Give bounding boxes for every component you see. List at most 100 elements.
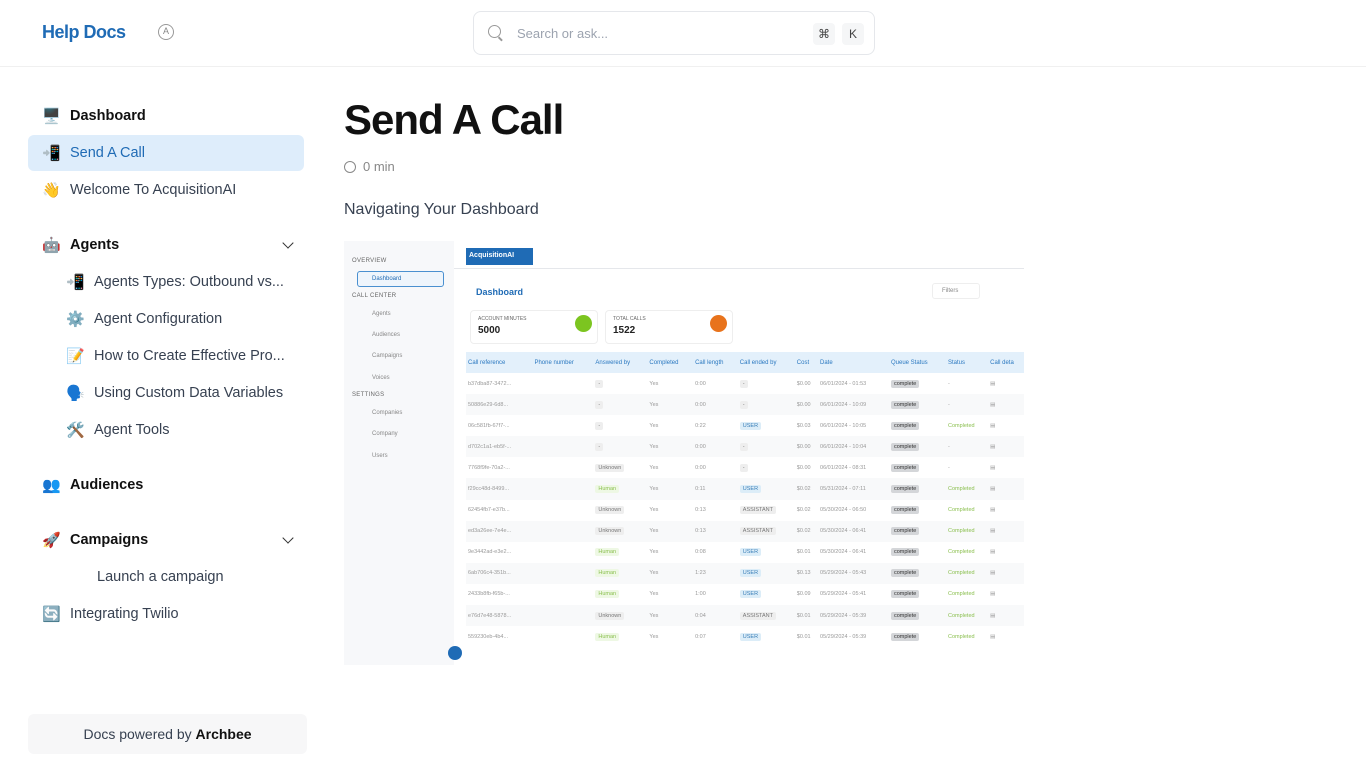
- chevron-down-icon[interactable]: [282, 532, 294, 544]
- cell-value: $0.01: [796, 549, 811, 556]
- table-row: 559230eb-4b4... Human Yes 0:07 USER $0.01 05/2…: [466, 626, 1024, 647]
- table-cell: [532, 584, 593, 605]
- logo[interactable]: Help Docs: [42, 22, 126, 42]
- sidebar-item[interactable]: 🛠️ Agent Tools: [28, 412, 304, 448]
- table-row: 62454fb7-e37b... Unknown Yes 0:13 ASSISTANT $…: [466, 500, 1024, 521]
- cell-value: Yes: [649, 443, 659, 450]
- sidebar-item-label: Dashboard: [70, 108, 146, 124]
- ai-assistant-icon[interactable]: A: [158, 24, 174, 40]
- chevron-down-icon[interactable]: [282, 237, 294, 249]
- sidebar-item-label: How to Create Effective Pro...: [94, 348, 285, 364]
- cell-value: ASSISTANT: [739, 506, 776, 515]
- cell-value: -: [739, 379, 748, 388]
- table-cell: [532, 626, 593, 647]
- powered-by-footer[interactable]: Docs powered by Archbee: [28, 714, 307, 754]
- table-cell: Unknown: [593, 457, 647, 478]
- cell-value: Yes: [649, 401, 659, 408]
- cell-value: 50886e29-6d8...: [468, 401, 509, 408]
- cell-value: Yes: [649, 591, 659, 598]
- cell-value: Yes: [649, 380, 659, 387]
- cell-value: 05/29/2024 - 05:39: [820, 612, 867, 619]
- emoji-icon: 📲: [42, 145, 61, 162]
- sidebar-item[interactable]: 📲 Send A Call: [28, 135, 304, 171]
- column-header: Answered by: [593, 352, 648, 373]
- sidebar-item-label: Using Custom Data Variables: [94, 385, 284, 401]
- search-placeholder: Search or ask...: [517, 26, 609, 41]
- sidebar-item[interactable]: 🗣️ Using Custom Data Variables: [28, 375, 304, 411]
- sidebar-item[interactable]: 👥 Audiences: [28, 467, 304, 503]
- sidebar-item[interactable]: 🖥️ Dashboard: [28, 98, 304, 134]
- table-cell: USER: [738, 542, 795, 563]
- ss-nav-dashboard: Dashboard: [357, 271, 444, 287]
- table-row: f29cc48d-8499... Human Yes 0:11 USER $0.02 05/…: [466, 478, 1024, 500]
- footer-brand: Archbee: [195, 726, 252, 742]
- ss-section-call-center: CALL CENTER: [352, 293, 397, 299]
- table-cell: USER: [738, 626, 795, 647]
- table-cell: [532, 478, 594, 500]
- divider-gap: [28, 449, 304, 467]
- cell-value: complete: [890, 421, 920, 430]
- call-details-icon: ▤: [988, 394, 1024, 416]
- sidebar-item[interactable]: ⚙️ Agent Configuration: [28, 301, 304, 337]
- top-bar: Help Docs A Search or ask... ⌘ K: [0, 0, 1366, 67]
- table-row: 7768f9fe-70a2-... Unknown Yes 0:00 - $0.00 06/…: [466, 457, 1024, 478]
- table-cell: $0.01: [795, 542, 818, 563]
- table-cell: $0.09: [795, 584, 818, 605]
- table-cell: Yes: [647, 373, 693, 394]
- table-cell: Human: [593, 626, 647, 647]
- cell-value: Yes: [649, 633, 659, 640]
- table-cell: [532, 436, 594, 458]
- cell-value: 0:13: [695, 507, 706, 514]
- table-cell: complete: [888, 436, 946, 458]
- sidebar-item[interactable]: 📲 Agents Types: Outbound vs...: [28, 264, 304, 300]
- table-cell: b37dba87-3472...: [466, 373, 532, 394]
- card-value: 5000: [478, 325, 501, 336]
- table-cell: 6ab706c4-351b...: [466, 562, 533, 584]
- table-cell: Yes: [647, 520, 694, 542]
- sidebar-item[interactable]: 🔄 Integrating Twilio: [28, 596, 304, 632]
- table-cell: $0.00: [794, 436, 819, 458]
- card-label: ACCOUNT MINUTES: [478, 316, 527, 322]
- table-cell: 06/01/2024 - 10:05: [818, 415, 889, 436]
- emoji-icon: ⚙️: [66, 311, 85, 328]
- sidebar-item[interactable]: 📝 How to Create Effective Pro...: [28, 338, 304, 374]
- table-cell: 0:04: [693, 605, 738, 627]
- emoji-icon: 👥: [42, 477, 61, 494]
- cell-value: $0.02: [796, 486, 811, 493]
- call-details-icon: ▤: [990, 464, 996, 471]
- sidebar-item[interactable]: Launch a campaign: [28, 559, 304, 595]
- sidebar-item-label: Agents: [70, 237, 120, 253]
- table-cell: $0.00: [795, 373, 818, 394]
- cell-value: Completed: [947, 570, 975, 577]
- cell-value: Completed: [947, 633, 975, 640]
- cell-value: Completed: [947, 591, 975, 598]
- call-details-icon: ▤: [988, 436, 1024, 458]
- table-cell: $0.03: [795, 415, 818, 436]
- table-cell: complete: [889, 542, 946, 563]
- table-cell: $0.13: [794, 562, 819, 584]
- sidebar-item[interactable]: 🚀 Campaigns: [28, 522, 304, 558]
- table-cell: 06/01/2024 - 01:53: [818, 373, 889, 394]
- table-cell: [532, 520, 594, 542]
- table-cell: Human: [593, 584, 647, 605]
- emoji-icon: 🛠️: [66, 422, 85, 439]
- table-row: 06c581fb-67f7-... - Yes 0:22 USER $0.03 06/01/…: [466, 415, 1024, 436]
- sidebar-item[interactable]: 🤖 Agents: [28, 227, 304, 263]
- sidebar-item[interactable]: 👋 Welcome To AcquisitionAI: [28, 172, 304, 208]
- table-cell: USER: [737, 478, 795, 500]
- emoji-icon: 🔄: [42, 606, 61, 623]
- table-cell: 06c581fb-67f7-...: [466, 415, 532, 436]
- cell-value: ASSISTANT: [739, 527, 776, 536]
- sidebar-item-label: Campaigns: [70, 532, 149, 548]
- cell-value: -: [947, 401, 950, 408]
- table-cell: ASSISTANT: [737, 520, 795, 542]
- search-input[interactable]: Search or ask... ⌘ K: [473, 11, 875, 55]
- card-label: TOTAL CALLS: [613, 316, 646, 322]
- cell-value: -: [947, 464, 950, 471]
- cell-value: Yes: [649, 486, 659, 493]
- cell-value: Human: [595, 569, 620, 578]
- cell-value: USER: [739, 569, 762, 578]
- table-cell: USER: [738, 415, 795, 436]
- emoji-icon: 🤖: [42, 237, 61, 254]
- table-cell: Yes: [647, 584, 693, 605]
